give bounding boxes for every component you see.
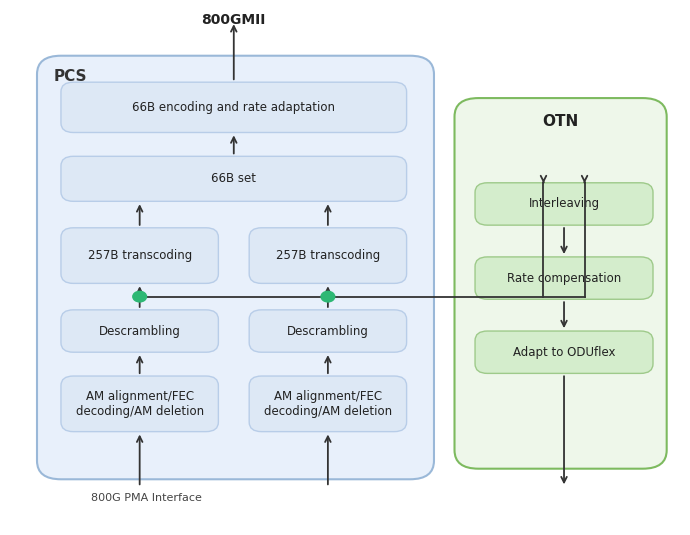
FancyBboxPatch shape xyxy=(455,98,667,469)
Text: Adapt to ODUflex: Adapt to ODUflex xyxy=(513,346,615,358)
FancyBboxPatch shape xyxy=(249,228,406,284)
FancyBboxPatch shape xyxy=(61,310,218,352)
Text: 66B set: 66B set xyxy=(211,172,256,185)
Text: Descrambling: Descrambling xyxy=(287,325,369,338)
Text: Rate compensation: Rate compensation xyxy=(507,272,621,285)
Text: AM alignment/FEC
decoding/AM deletion: AM alignment/FEC decoding/AM deletion xyxy=(264,390,392,418)
FancyBboxPatch shape xyxy=(61,82,406,133)
Text: 257B transcoding: 257B transcoding xyxy=(88,249,192,262)
FancyBboxPatch shape xyxy=(37,56,434,479)
Text: AM alignment/FEC
decoding/AM deletion: AM alignment/FEC decoding/AM deletion xyxy=(76,390,204,418)
Text: Interleaving: Interleaving xyxy=(529,197,600,210)
FancyBboxPatch shape xyxy=(61,228,218,284)
Text: 257B transcoding: 257B transcoding xyxy=(276,249,380,262)
Circle shape xyxy=(132,292,146,302)
FancyBboxPatch shape xyxy=(61,376,218,432)
Text: 66B encoding and rate adaptation: 66B encoding and rate adaptation xyxy=(132,101,335,114)
Text: OTN: OTN xyxy=(542,114,579,129)
FancyBboxPatch shape xyxy=(249,310,406,352)
Text: PCS: PCS xyxy=(54,69,88,84)
FancyBboxPatch shape xyxy=(475,257,653,299)
FancyBboxPatch shape xyxy=(61,156,406,201)
FancyBboxPatch shape xyxy=(475,183,653,225)
Circle shape xyxy=(321,292,335,302)
Text: 800G PMA Interface: 800G PMA Interface xyxy=(91,493,202,502)
Text: Descrambling: Descrambling xyxy=(99,325,181,338)
Text: 800GMII: 800GMII xyxy=(201,13,266,27)
FancyBboxPatch shape xyxy=(249,376,406,432)
FancyBboxPatch shape xyxy=(475,331,653,373)
